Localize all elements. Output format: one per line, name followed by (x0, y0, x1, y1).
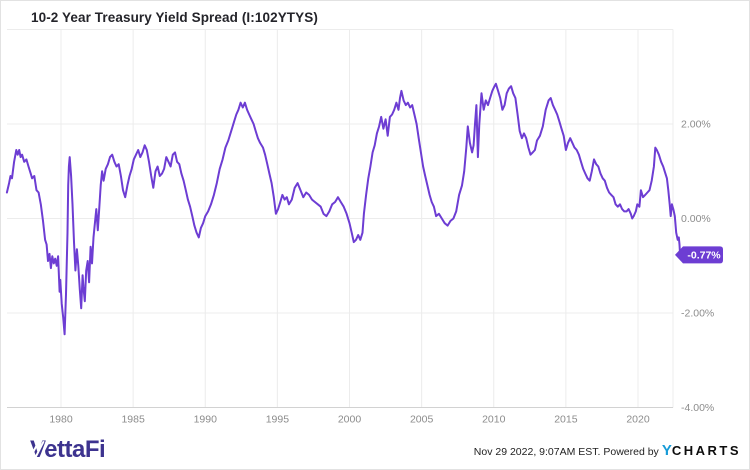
x-axis-tick-label: 2000 (338, 414, 362, 426)
x-axis-tick-label: 2010 (482, 414, 506, 426)
chart-title: 10-2 Year Treasury Yield Spread (I:102YT… (31, 10, 318, 25)
last-value-badge-label: -0.77% (687, 249, 721, 261)
vettafi-logo[interactable]: VettaFi (28, 436, 106, 463)
y-axis-tick-label: -2.00% (681, 308, 714, 320)
attribution: Nov 29 2022, 9:07AM EST. Powered by Y CHA… (474, 442, 741, 459)
x-axis-tick-label: 2020 (626, 414, 650, 426)
vettafi-logo-text: VettaFi (30, 436, 106, 463)
y-axis-tick-label: -4.00% (681, 402, 714, 414)
x-axis-tick-label: 1990 (194, 414, 218, 426)
spread-line-series (5, 82, 682, 336)
x-axis-tick-label: 2005 (410, 414, 434, 426)
powered-by-text: Powered by (603, 446, 659, 458)
chart-canvas[interactable]: 1980 1985 1990 1995 2000 2005 2010 2015 2020 2.00… (1, 1, 750, 433)
x-axis-tick-label: 2015 (554, 414, 578, 426)
ycharts-logo[interactable]: Y (661, 442, 672, 459)
y-axis-tick-label: 2.00% (681, 119, 711, 131)
y-axis-tick-label: 0.00% (681, 213, 711, 225)
ycharts-logo-text[interactable]: CHARTS (671, 443, 741, 458)
x-axis-tick-label: 1995 (266, 414, 290, 426)
footer: VettaFi Nov 29 2022, 9:07AM EST. Powered… (1, 429, 749, 469)
x-axis-tick-label: 1985 (121, 414, 145, 426)
x-axis-tick-label: 1980 (49, 414, 73, 426)
timestamp-text: Nov 29 2022, 9:07AM EST. (473, 446, 604, 458)
last-value-badge (675, 246, 723, 264)
